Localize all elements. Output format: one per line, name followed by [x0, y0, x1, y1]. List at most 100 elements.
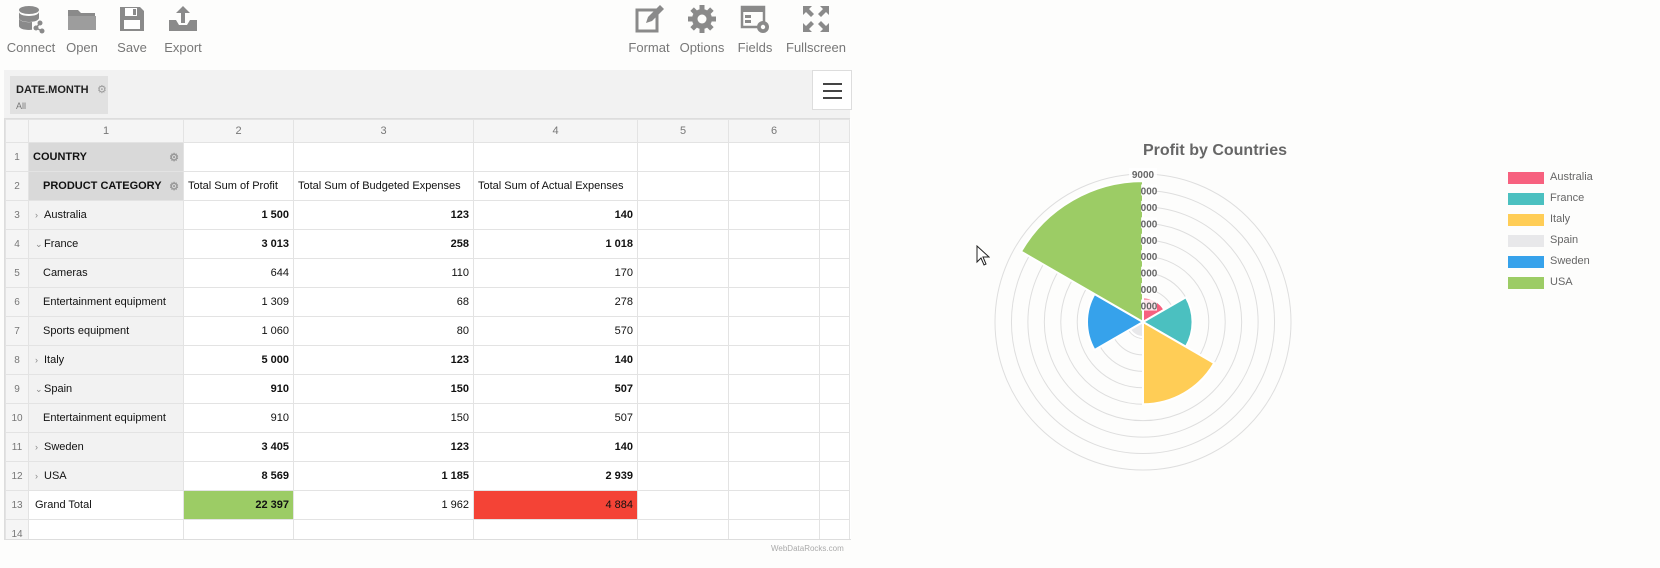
profit-cell[interactable]: 8 569	[183, 461, 294, 491]
profit-cell[interactable]: 3 013	[183, 229, 294, 259]
expand-toggle-icon[interactable]: ›	[35, 210, 38, 220]
mouse-cursor-icon	[976, 245, 990, 266]
legend-label: Australia	[1550, 171, 1593, 183]
profit-total-cell[interactable]: 22 397	[183, 490, 294, 520]
gear-icon[interactable]: ⚙	[169, 151, 179, 164]
legend-label: USA	[1550, 276, 1573, 288]
row-header-cell[interactable]: Cameras	[28, 258, 184, 288]
actual-expenses-cell[interactable]: 570	[473, 316, 638, 346]
fullscreen-label: Fullscreen	[786, 40, 846, 55]
polar-segment-usa[interactable]	[1019, 180, 1144, 324]
row-label: Sweden	[44, 441, 84, 453]
gear-icon[interactable]: ⚙	[169, 180, 179, 193]
profit-cell[interactable]: 1 309	[183, 287, 294, 317]
hamburger-menu-button[interactable]	[812, 70, 852, 110]
profit-cell[interactable]: 910	[183, 403, 294, 433]
row-header-cell[interactable]: › Australia	[28, 200, 184, 230]
gear-icon	[688, 5, 716, 33]
gear-icon[interactable]: ⚙	[97, 84, 107, 96]
fullscreen-button[interactable]: Fullscreen	[786, 4, 846, 66]
profit-cell[interactable]: 1 060	[183, 316, 294, 346]
export-button[interactable]: Export	[155, 4, 211, 66]
polar-segment-france[interactable]	[1141, 295, 1194, 349]
col-number: 6	[728, 119, 820, 143]
row-label: Australia	[44, 209, 87, 221]
actual-expenses-total-cell[interactable]: 4 884	[473, 490, 638, 520]
table-row: 7 Sports equipment 1 060 80 570	[5, 316, 850, 346]
row-header-cell[interactable]: Entertainment equipment	[28, 287, 184, 317]
profit-cell[interactable]: 5 000	[183, 345, 294, 375]
options-button[interactable]: Options	[674, 4, 730, 66]
legend-swatch	[1508, 277, 1544, 289]
radial-tick-label: 9000	[1132, 170, 1155, 181]
measure-header[interactable]: Total Sum of Budgeted Expenses	[293, 171, 474, 201]
format-button[interactable]: Format	[621, 4, 677, 66]
legend-swatch	[1508, 214, 1544, 226]
row-header-cell[interactable]: ⌄France	[28, 229, 184, 259]
budgeted-expenses-cell[interactable]: 150	[293, 403, 474, 433]
actual-expenses-cell[interactable]: 507	[473, 403, 638, 433]
polar-segment-sweden[interactable]	[1086, 292, 1145, 352]
actual-expenses-cell[interactable]: 1 018	[473, 229, 638, 259]
radial-tick-label: 000	[1141, 302, 1158, 313]
export-icon	[169, 6, 197, 31]
row-number: 2	[5, 171, 29, 201]
row-header-cell[interactable]: › Sweden	[28, 432, 184, 462]
row-number: 12	[5, 461, 29, 491]
profit-cell[interactable]: 1 500	[183, 200, 294, 230]
row-header-cell[interactable]: Sports equipment	[28, 316, 184, 346]
budgeted-expenses-cell[interactable]: 80	[293, 316, 474, 346]
actual-expenses-cell[interactable]: 507	[473, 374, 638, 404]
row-header-cell[interactable]: Entertainment equipment	[28, 403, 184, 433]
measure-header[interactable]: Total Sum of Actual Expenses	[473, 171, 638, 201]
row-header-cell[interactable]: › USA	[28, 461, 184, 491]
connect-button[interactable]: Connect	[3, 4, 59, 66]
expand-toggle-icon[interactable]: ⌄	[35, 384, 43, 394]
rows-header-country[interactable]: COUNTRY ⚙	[28, 142, 184, 172]
expand-toggle-icon[interactable]: ›	[35, 442, 38, 452]
filter-chip-date-month[interactable]: DATE.MONTH ⚙ All	[10, 76, 108, 114]
table-row: 1 COUNTRY ⚙	[5, 142, 850, 172]
actual-expenses-cell[interactable]: 140	[473, 432, 638, 462]
expand-toggle-icon[interactable]: ›	[35, 471, 38, 481]
budgeted-expenses-cell[interactable]: 150	[293, 374, 474, 404]
actual-expenses-cell[interactable]: 140	[473, 345, 638, 375]
profit-cell[interactable]: 910	[183, 374, 294, 404]
fields-button[interactable]: Fields	[727, 4, 783, 66]
budgeted-expenses-cell[interactable]: 68	[293, 287, 474, 317]
budgeted-expenses-cell[interactable]: 123	[293, 345, 474, 375]
actual-expenses-cell[interactable]: 2 939	[473, 461, 638, 491]
expand-toggle-icon[interactable]: ⌄	[35, 239, 43, 249]
profit-cell[interactable]: 644	[183, 258, 294, 288]
columns-header-product-category[interactable]: PRODUCT CATEGORY ⚙	[28, 171, 184, 201]
measure-header[interactable]: Total Sum of Profit	[183, 171, 294, 201]
tick-label-bg	[1141, 266, 1157, 278]
open-button[interactable]: Open	[54, 4, 110, 66]
budgeted-expenses-cell[interactable]: 123	[293, 200, 474, 230]
budgeted-expenses-cell[interactable]: 1 185	[293, 461, 474, 491]
fields-icon	[740, 5, 769, 33]
row-number: 1	[5, 142, 29, 172]
budgeted-expenses-cell[interactable]: 258	[293, 229, 474, 259]
save-button[interactable]: Save	[104, 4, 160, 66]
tick-label-bg	[1141, 233, 1157, 245]
row-header-cell[interactable]: › Italy	[28, 345, 184, 375]
legend-label: Sweden	[1550, 255, 1590, 267]
table-row: 14	[5, 519, 850, 539]
row-header-cell[interactable]: ⌄Spain	[28, 374, 184, 404]
table-row: 3 › Australia 1 500 123 140	[5, 200, 850, 230]
table-row: 8 › Italy 5 000 123 140	[5, 345, 850, 375]
budgeted-expenses-cell[interactable]: 110	[293, 258, 474, 288]
budgeted-expenses-total-cell[interactable]: 1 962	[293, 490, 474, 520]
actual-expenses-cell[interactable]: 278	[473, 287, 638, 317]
radial-tick-label: 000	[1141, 285, 1158, 296]
database-icon	[19, 6, 45, 34]
budgeted-expenses-cell[interactable]: 123	[293, 432, 474, 462]
actual-expenses-cell[interactable]: 140	[473, 200, 638, 230]
actual-expenses-cell[interactable]: 170	[473, 258, 638, 288]
expand-toggle-icon[interactable]: ›	[35, 355, 38, 365]
polar-segment-italy[interactable]	[1142, 320, 1216, 406]
tick-label-bg	[1141, 217, 1157, 229]
table-row: 10 Entertainment equipment 910 150 507	[5, 403, 850, 433]
profit-cell[interactable]: 3 405	[183, 432, 294, 462]
